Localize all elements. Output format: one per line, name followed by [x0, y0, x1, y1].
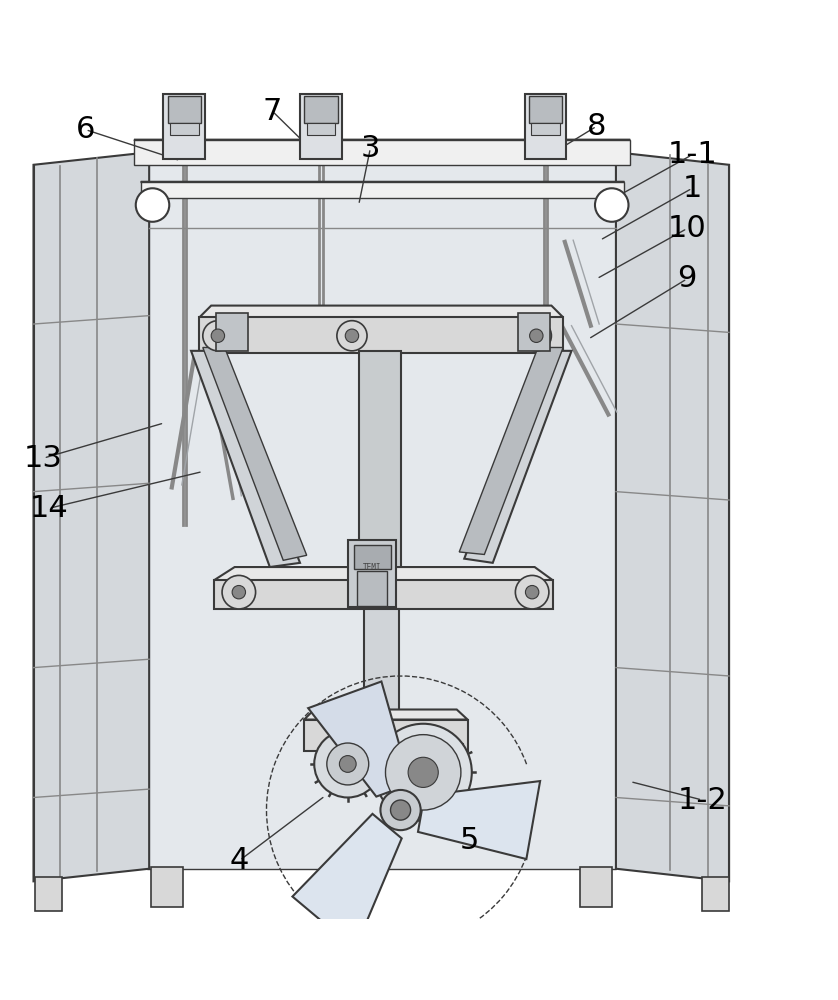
Circle shape: [337, 321, 367, 351]
Circle shape: [595, 188, 628, 222]
Polygon shape: [616, 152, 729, 881]
Text: 3: 3: [360, 134, 380, 163]
Circle shape: [314, 730, 381, 797]
Text: 5: 5: [459, 826, 479, 855]
Circle shape: [203, 321, 233, 351]
Polygon shape: [214, 567, 553, 580]
Polygon shape: [304, 710, 468, 720]
Bar: [418, 743, 426, 754]
Bar: [357, 571, 387, 606]
Bar: [364, 609, 399, 718]
Bar: [400, 743, 407, 754]
Bar: [518, 313, 550, 351]
Polygon shape: [134, 140, 630, 165]
Bar: [304, 96, 338, 123]
Polygon shape: [464, 351, 572, 563]
Bar: [35, 877, 62, 911]
Polygon shape: [304, 720, 468, 751]
Polygon shape: [214, 580, 553, 609]
Text: 6: 6: [75, 115, 96, 144]
Bar: [531, 123, 560, 135]
Polygon shape: [141, 182, 624, 198]
Circle shape: [327, 743, 369, 785]
Text: 1-1: 1-1: [667, 140, 717, 169]
Circle shape: [385, 735, 461, 810]
Polygon shape: [418, 781, 541, 859]
Circle shape: [391, 800, 411, 820]
Polygon shape: [191, 351, 300, 567]
Text: 4: 4: [230, 846, 250, 875]
Bar: [427, 743, 435, 754]
Circle shape: [525, 585, 539, 599]
Polygon shape: [141, 182, 624, 194]
Bar: [391, 743, 398, 754]
Circle shape: [211, 329, 225, 342]
Bar: [525, 94, 566, 159]
Polygon shape: [199, 317, 563, 353]
Circle shape: [136, 188, 169, 222]
Bar: [455, 743, 463, 754]
Text: 13: 13: [24, 444, 63, 473]
Polygon shape: [199, 306, 563, 317]
Bar: [307, 123, 335, 135]
Text: 7: 7: [262, 97, 282, 126]
Polygon shape: [147, 152, 616, 869]
Text: 14: 14: [29, 494, 68, 523]
Polygon shape: [308, 681, 411, 797]
Bar: [409, 743, 416, 754]
Polygon shape: [459, 347, 563, 554]
Bar: [151, 867, 183, 907]
Circle shape: [345, 329, 359, 342]
Bar: [348, 540, 396, 607]
Bar: [354, 545, 391, 569]
Circle shape: [380, 790, 421, 830]
Bar: [529, 96, 562, 123]
Circle shape: [521, 321, 551, 351]
Bar: [163, 94, 205, 159]
Bar: [381, 743, 389, 754]
Polygon shape: [203, 347, 307, 560]
Circle shape: [339, 756, 356, 772]
Circle shape: [530, 329, 543, 342]
Text: TEMI: TEMI: [363, 563, 381, 572]
Circle shape: [222, 575, 256, 609]
Text: 8: 8: [587, 112, 607, 141]
Circle shape: [408, 757, 438, 787]
Text: 9: 9: [677, 264, 697, 293]
Bar: [580, 867, 612, 907]
Bar: [216, 313, 248, 351]
Bar: [437, 743, 444, 754]
Text: 1-2: 1-2: [677, 786, 727, 815]
Circle shape: [232, 585, 246, 599]
Bar: [300, 94, 342, 159]
Bar: [168, 96, 201, 123]
Circle shape: [515, 575, 549, 609]
Polygon shape: [292, 814, 401, 949]
Circle shape: [375, 724, 472, 821]
Bar: [446, 743, 453, 754]
Polygon shape: [359, 351, 401, 588]
Text: 1: 1: [682, 174, 702, 203]
Text: 10: 10: [668, 214, 706, 243]
Polygon shape: [34, 152, 149, 881]
Bar: [170, 123, 199, 135]
Polygon shape: [134, 140, 630, 152]
Bar: [702, 877, 729, 911]
